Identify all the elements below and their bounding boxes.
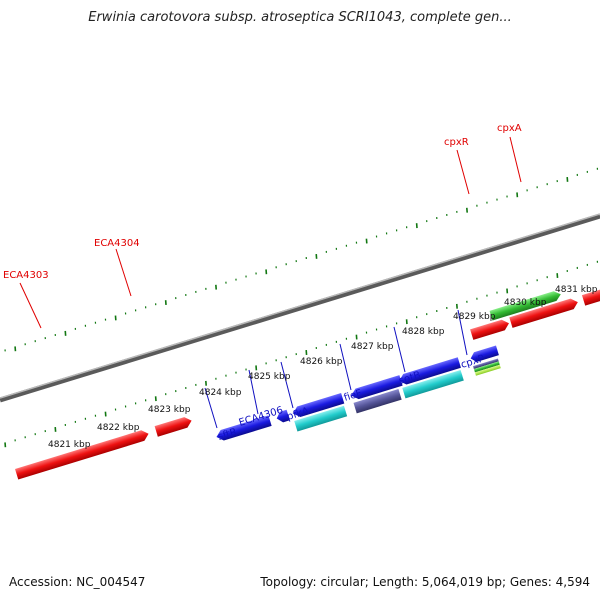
label-cpxR: cpxR [444, 137, 469, 148]
kbp-label: 4824 kbp [199, 388, 242, 398]
map-title: Erwinia carotovora subsp. atroseptica SC… [88, 10, 512, 25]
gene-sotB-blue [399, 357, 461, 385]
ticks-upper [4, 167, 599, 352]
gene-ECA4303 [15, 430, 149, 480]
gene-cpxP-lime [474, 364, 501, 376]
label-ECA4304: ECA4304 [94, 238, 140, 249]
label-sftR: sftR [217, 427, 239, 443]
gene-ECA4304 [154, 417, 192, 437]
gene-ECA4306 [292, 393, 345, 418]
gene-fieF-blue [351, 375, 403, 400]
genome-summary-text: Topology: circular; Length: 5,064,019 bp… [260, 575, 590, 589]
ticks-lower [4, 260, 599, 448]
reverse-label-leaders [204, 309, 468, 429]
gene-cpxP [473, 358, 499, 370]
gene-pfkA [294, 405, 348, 432]
kbp-label: 4827 kbp [351, 342, 394, 352]
kbp-labels: 4821 kbp 4822 kbp 4823 kbp 4824 kbp 4825… [48, 285, 598, 450]
gene-fieF [353, 389, 402, 414]
forward-label-leaders [19, 136, 522, 329]
gene-cpxA-green [489, 291, 561, 321]
kbp-label: 4830 kbp [504, 298, 547, 308]
label-cpxA: cpxA [497, 123, 522, 134]
gene-sotB [402, 369, 464, 399]
gene-sftR [216, 415, 272, 441]
reverse-genes [216, 345, 501, 441]
kbp-label: 4826 kbp [300, 357, 343, 367]
forward-genes [15, 274, 600, 480]
kbp-label: 4828 kbp [402, 327, 445, 337]
kbp-label: 4825 kbp [248, 372, 291, 382]
gene-cpxR [470, 319, 510, 340]
kbp-label: 4821 kbp [48, 440, 91, 450]
gene-small-blue [276, 409, 290, 423]
gene-cpxP-green [473, 361, 500, 373]
label-fieF: fieF [343, 388, 364, 404]
gene-cpxP-blue [470, 345, 499, 362]
kbp-label: 4823 kbp [148, 405, 191, 415]
kbp-label: 4829 kbp [453, 312, 496, 322]
kbp-label: 4831 kbp [555, 285, 598, 295]
forward-gene-labels: ECA4303 ECA4304 cpxR cpxA [3, 123, 522, 281]
gene-cpxA [509, 298, 578, 328]
genome-backbone-highlight [0, 213, 600, 399]
label-ECA4303: ECA4303 [3, 270, 49, 281]
accession-text: Accession: NC_004547 [9, 575, 146, 589]
kbp-label: 4822 kbp [97, 423, 140, 433]
genome-backbone [0, 213, 600, 403]
